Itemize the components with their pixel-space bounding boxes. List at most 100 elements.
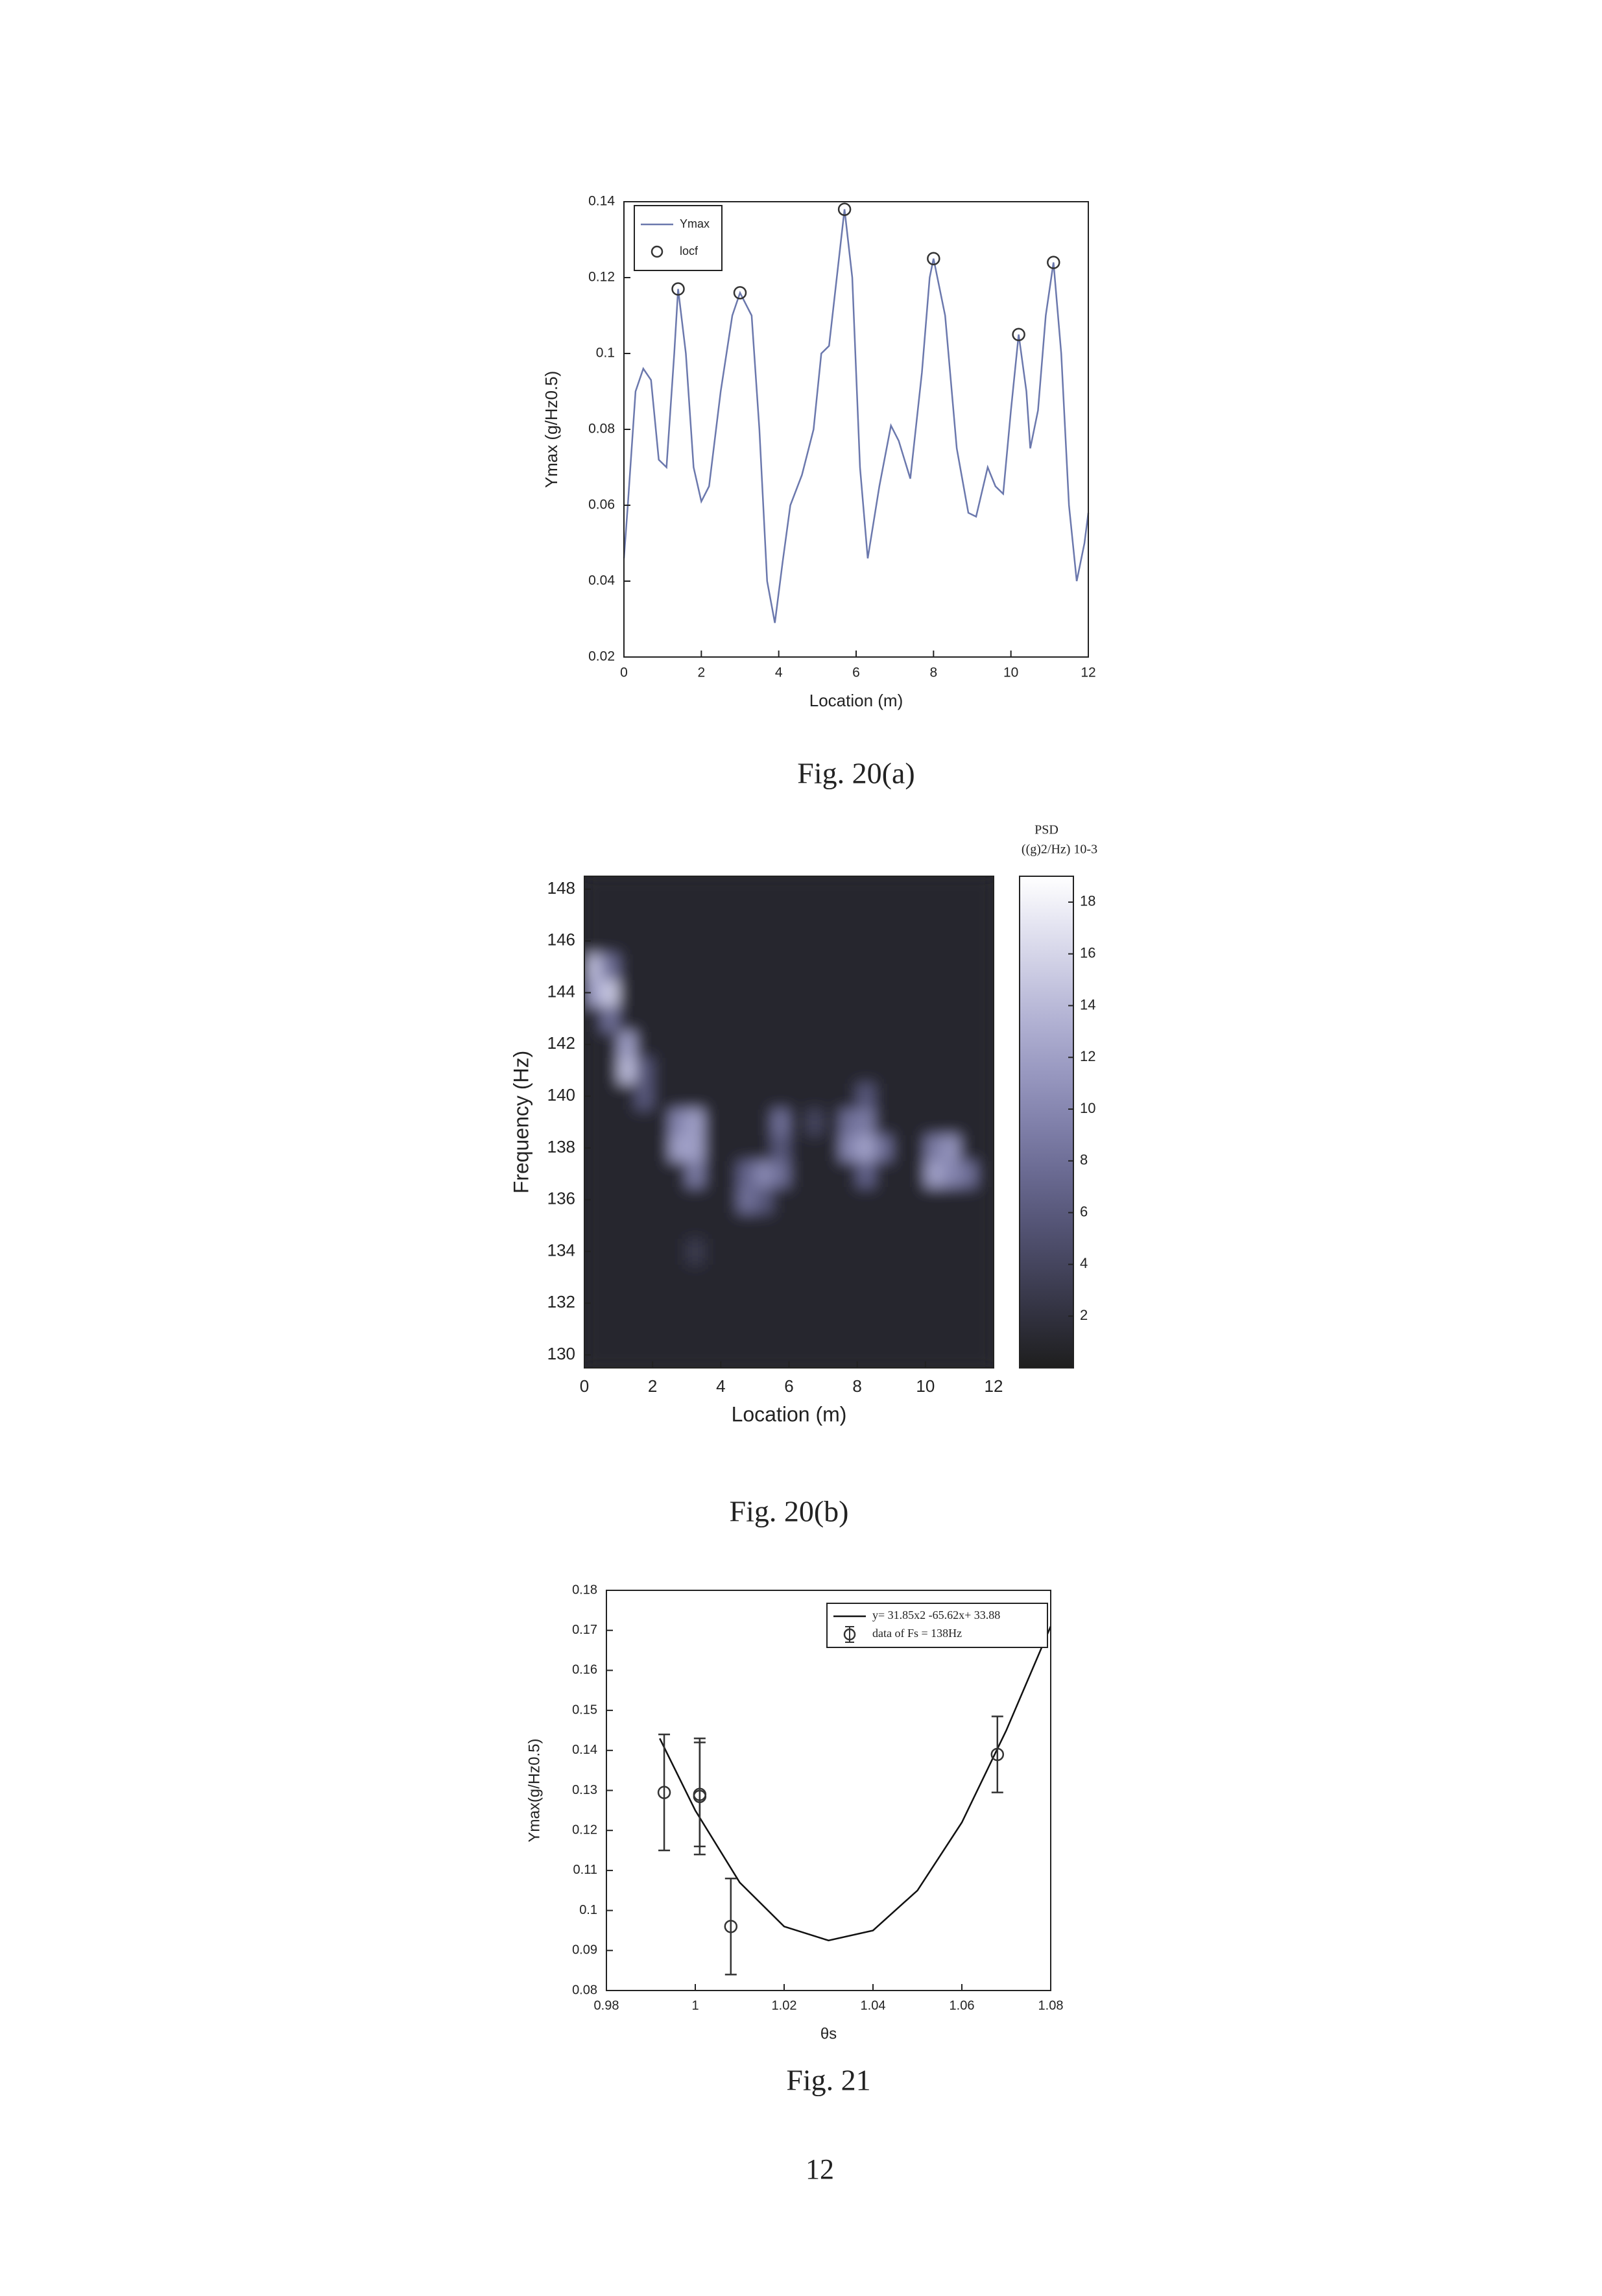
heatmap-cell bbox=[926, 1187, 943, 1213]
heatmap-cell bbox=[840, 928, 857, 954]
heatmap-cell bbox=[942, 1057, 960, 1083]
colorbar-tick-label: 14 bbox=[1080, 996, 1095, 1012]
heatmap-cell bbox=[772, 1187, 789, 1213]
heatmap-cell bbox=[874, 1135, 892, 1161]
heatmap-cell bbox=[959, 1161, 977, 1187]
page-number: 12 bbox=[806, 2153, 834, 2185]
heatmap-cell bbox=[721, 902, 738, 928]
x-tick-label: 12 bbox=[985, 1376, 1003, 1396]
heatmap-cell bbox=[874, 1057, 892, 1083]
heatmap-cell bbox=[857, 876, 875, 902]
y-tick-label: 0.04 bbox=[588, 573, 615, 588]
heatmap-cell bbox=[721, 1316, 738, 1342]
heatmap-cell bbox=[823, 1264, 841, 1290]
heatmap-cell bbox=[704, 876, 721, 902]
heatmap-cell bbox=[926, 1264, 943, 1290]
heatmap-cell bbox=[704, 1135, 721, 1161]
heatmap-cell bbox=[789, 1213, 807, 1239]
heatmap-cell bbox=[721, 1031, 738, 1057]
heatmap-cell bbox=[721, 980, 738, 1006]
heatmap-cell bbox=[977, 954, 994, 980]
heatmap-cell bbox=[909, 1161, 926, 1187]
heatmap-cell bbox=[874, 928, 892, 954]
heatmap-cell bbox=[891, 902, 909, 928]
heatmap-cell bbox=[942, 928, 960, 954]
heatmap-cell bbox=[738, 902, 756, 928]
heatmap-cell bbox=[926, 1109, 943, 1135]
heatmap-cell bbox=[909, 1031, 926, 1057]
heatmap-cell bbox=[772, 902, 789, 928]
heatmap-cell bbox=[721, 876, 738, 902]
heatmap-cell bbox=[601, 1135, 619, 1161]
x-tick-label: 1.06 bbox=[950, 1998, 975, 2013]
heatmap-cell bbox=[721, 1187, 738, 1213]
x-tick-label: 2 bbox=[697, 665, 705, 680]
heatmap-cell bbox=[789, 1083, 807, 1109]
heatmap-cell bbox=[874, 1083, 892, 1109]
heatmap-cell bbox=[652, 1005, 670, 1031]
heatmap-cell bbox=[772, 1109, 789, 1135]
heatmap-cell bbox=[874, 1109, 892, 1135]
heatmap-cell bbox=[926, 1135, 943, 1161]
heatmap-cell bbox=[891, 876, 909, 902]
heatmap-cell bbox=[721, 1342, 738, 1368]
heatmap-cell bbox=[704, 1316, 721, 1342]
heatmap-cell bbox=[687, 1290, 704, 1316]
heatmap-cell bbox=[738, 1290, 756, 1316]
heatmap-cell bbox=[857, 1342, 875, 1368]
heatmap-cell bbox=[891, 1161, 909, 1187]
heatmap-cell bbox=[789, 928, 807, 954]
y-tick-label: 140 bbox=[547, 1085, 575, 1105]
heatmap-cell bbox=[926, 1057, 943, 1083]
figure-caption: Fig. 21 bbox=[786, 2064, 870, 2097]
heatmap-cell bbox=[636, 1135, 653, 1161]
heatmap-cell bbox=[755, 1161, 772, 1187]
heatmap-cell bbox=[704, 902, 721, 928]
heatmap-cell bbox=[891, 1031, 909, 1057]
heatmap-cell bbox=[789, 1057, 807, 1083]
heatmap-cell bbox=[601, 954, 619, 980]
heatmap-cell bbox=[636, 928, 653, 954]
x-tick-label: 1.02 bbox=[772, 1998, 797, 2013]
y-tick-label: 0.14 bbox=[588, 194, 615, 209]
heatmap-cell bbox=[619, 1083, 636, 1109]
y-tick-label: 132 bbox=[547, 1292, 575, 1311]
heatmap-cell bbox=[909, 1135, 926, 1161]
y-tick-label: 0.1 bbox=[596, 346, 615, 361]
heatmap-cell bbox=[738, 1161, 756, 1187]
heatmap-cell bbox=[584, 1161, 602, 1187]
heatmap-cell bbox=[669, 1264, 687, 1290]
heatmap-cell bbox=[823, 1239, 841, 1265]
heatmap-cell bbox=[619, 1264, 636, 1290]
heatmap-cell bbox=[977, 1031, 994, 1057]
heatmap-cell bbox=[926, 1005, 943, 1031]
heatmap-cell bbox=[909, 1239, 926, 1265]
heatmap-cell bbox=[619, 1213, 636, 1239]
heatmap-cell bbox=[755, 1342, 772, 1368]
heatmap-cell bbox=[772, 1057, 789, 1083]
heatmap-cell bbox=[652, 1264, 670, 1290]
heatmap-cell bbox=[601, 1057, 619, 1083]
heatmap-cell bbox=[977, 1161, 994, 1187]
heatmap-cell bbox=[823, 1083, 841, 1109]
heatmap-cell bbox=[909, 1187, 926, 1213]
heatmap-cell bbox=[652, 1187, 670, 1213]
heatmap-cell bbox=[942, 1264, 960, 1290]
y-tick-label: 0.15 bbox=[572, 1703, 597, 1717]
heatmap-cell bbox=[669, 980, 687, 1006]
heatmap-cell bbox=[669, 1005, 687, 1031]
heatmap-cell bbox=[584, 1213, 602, 1239]
heatmap-cell bbox=[789, 1239, 807, 1265]
heatmap-cell bbox=[959, 1005, 977, 1031]
y-axis-label: Ymax(g/Hz0.5) bbox=[525, 1738, 543, 1842]
heatmap-cell bbox=[738, 928, 756, 954]
heatmap-cell bbox=[601, 876, 619, 902]
heatmap-cell bbox=[840, 1057, 857, 1083]
heatmap-cell bbox=[652, 928, 670, 954]
heatmap-cell bbox=[687, 1135, 704, 1161]
heatmap-cell bbox=[959, 954, 977, 980]
heatmap-cell bbox=[823, 1187, 841, 1213]
heatmap-cell bbox=[584, 1316, 602, 1342]
heatmap-cell bbox=[652, 1316, 670, 1342]
